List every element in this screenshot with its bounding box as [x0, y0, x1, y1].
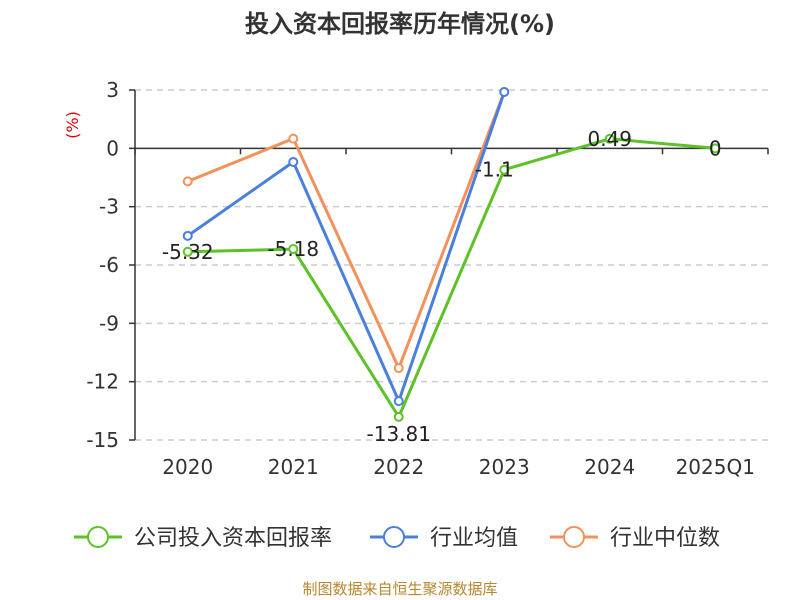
data-label: 0.49: [587, 127, 632, 151]
y-tick-label: -3: [99, 195, 119, 219]
series-point-2: [393, 363, 404, 374]
series-point-1: [288, 156, 299, 167]
legend-label: 行业中位数: [610, 526, 720, 551]
series-point-0: [288, 244, 299, 255]
y-tick-label: -12: [86, 370, 119, 394]
series-line-2: [187, 91, 506, 370]
data-label-layer: -5.32 -5.18 -13.81 -1.1 0.49 0: [162, 127, 722, 446]
legend-swatch-marker: [87, 526, 109, 548]
x-tick-label: 2023: [479, 455, 530, 479]
legend-swatch-marker: [383, 526, 405, 548]
grid-layer: [135, 89, 768, 441]
series-point-2: [182, 176, 193, 187]
y-axis-label: (%): [63, 111, 82, 139]
x-tick-label: 2022: [373, 455, 424, 479]
y-tick-label: -6: [99, 253, 119, 277]
x-tick-label: 2025Q1: [676, 455, 755, 479]
axis-layer: 3 0 -3 -6 -9 -12 -15 2020 2021 2022 2023 2024 2025Q1: [86, 78, 769, 479]
data-label: -5.18: [267, 237, 319, 261]
data-label: -13.81: [367, 422, 431, 446]
x-tick-label: 2020: [162, 455, 213, 479]
series-layer: [182, 86, 721, 422]
series-point-1: [499, 86, 510, 97]
legend: 公司投入资本回报率 行业均值 行业中位数: [74, 526, 720, 551]
series-point-0: [604, 133, 615, 144]
legend-item-0: 公司投入资本回报率: [74, 526, 332, 551]
series-point-0: [393, 411, 404, 422]
data-label: -5.32: [162, 240, 214, 264]
legend-label: 行业均值: [430, 526, 518, 551]
chart-title: 投入资本回报率历年情况(%): [245, 10, 555, 38]
source-note: 制图数据来自恒生聚源数据库: [302, 580, 497, 598]
series-line-1: [186, 91, 506, 403]
y-tick-label: -9: [99, 311, 119, 335]
series-point-0: [499, 164, 510, 175]
y-tick-label: 0: [106, 136, 119, 160]
series-point-0: [182, 246, 193, 257]
data-label: -1.1: [475, 158, 514, 182]
series-point-1: [182, 230, 193, 241]
series-point-0: [710, 143, 721, 154]
y-tick-label: -15: [86, 428, 119, 452]
legend-item-1: 行业均值: [370, 526, 518, 551]
data-label: 0: [709, 136, 722, 160]
series-point-2: [288, 133, 299, 144]
x-tick-label: 2021: [268, 455, 319, 479]
legend-label: 公司投入资本回报率: [134, 526, 332, 551]
y-tick-label: 3: [106, 78, 119, 102]
series-point-1: [393, 396, 404, 407]
legend-swatch-marker: [563, 526, 585, 548]
series-line-0: [187, 137, 716, 419]
x-tick-label: 2024: [584, 455, 635, 479]
legend-item-2: 行业中位数: [550, 526, 720, 551]
